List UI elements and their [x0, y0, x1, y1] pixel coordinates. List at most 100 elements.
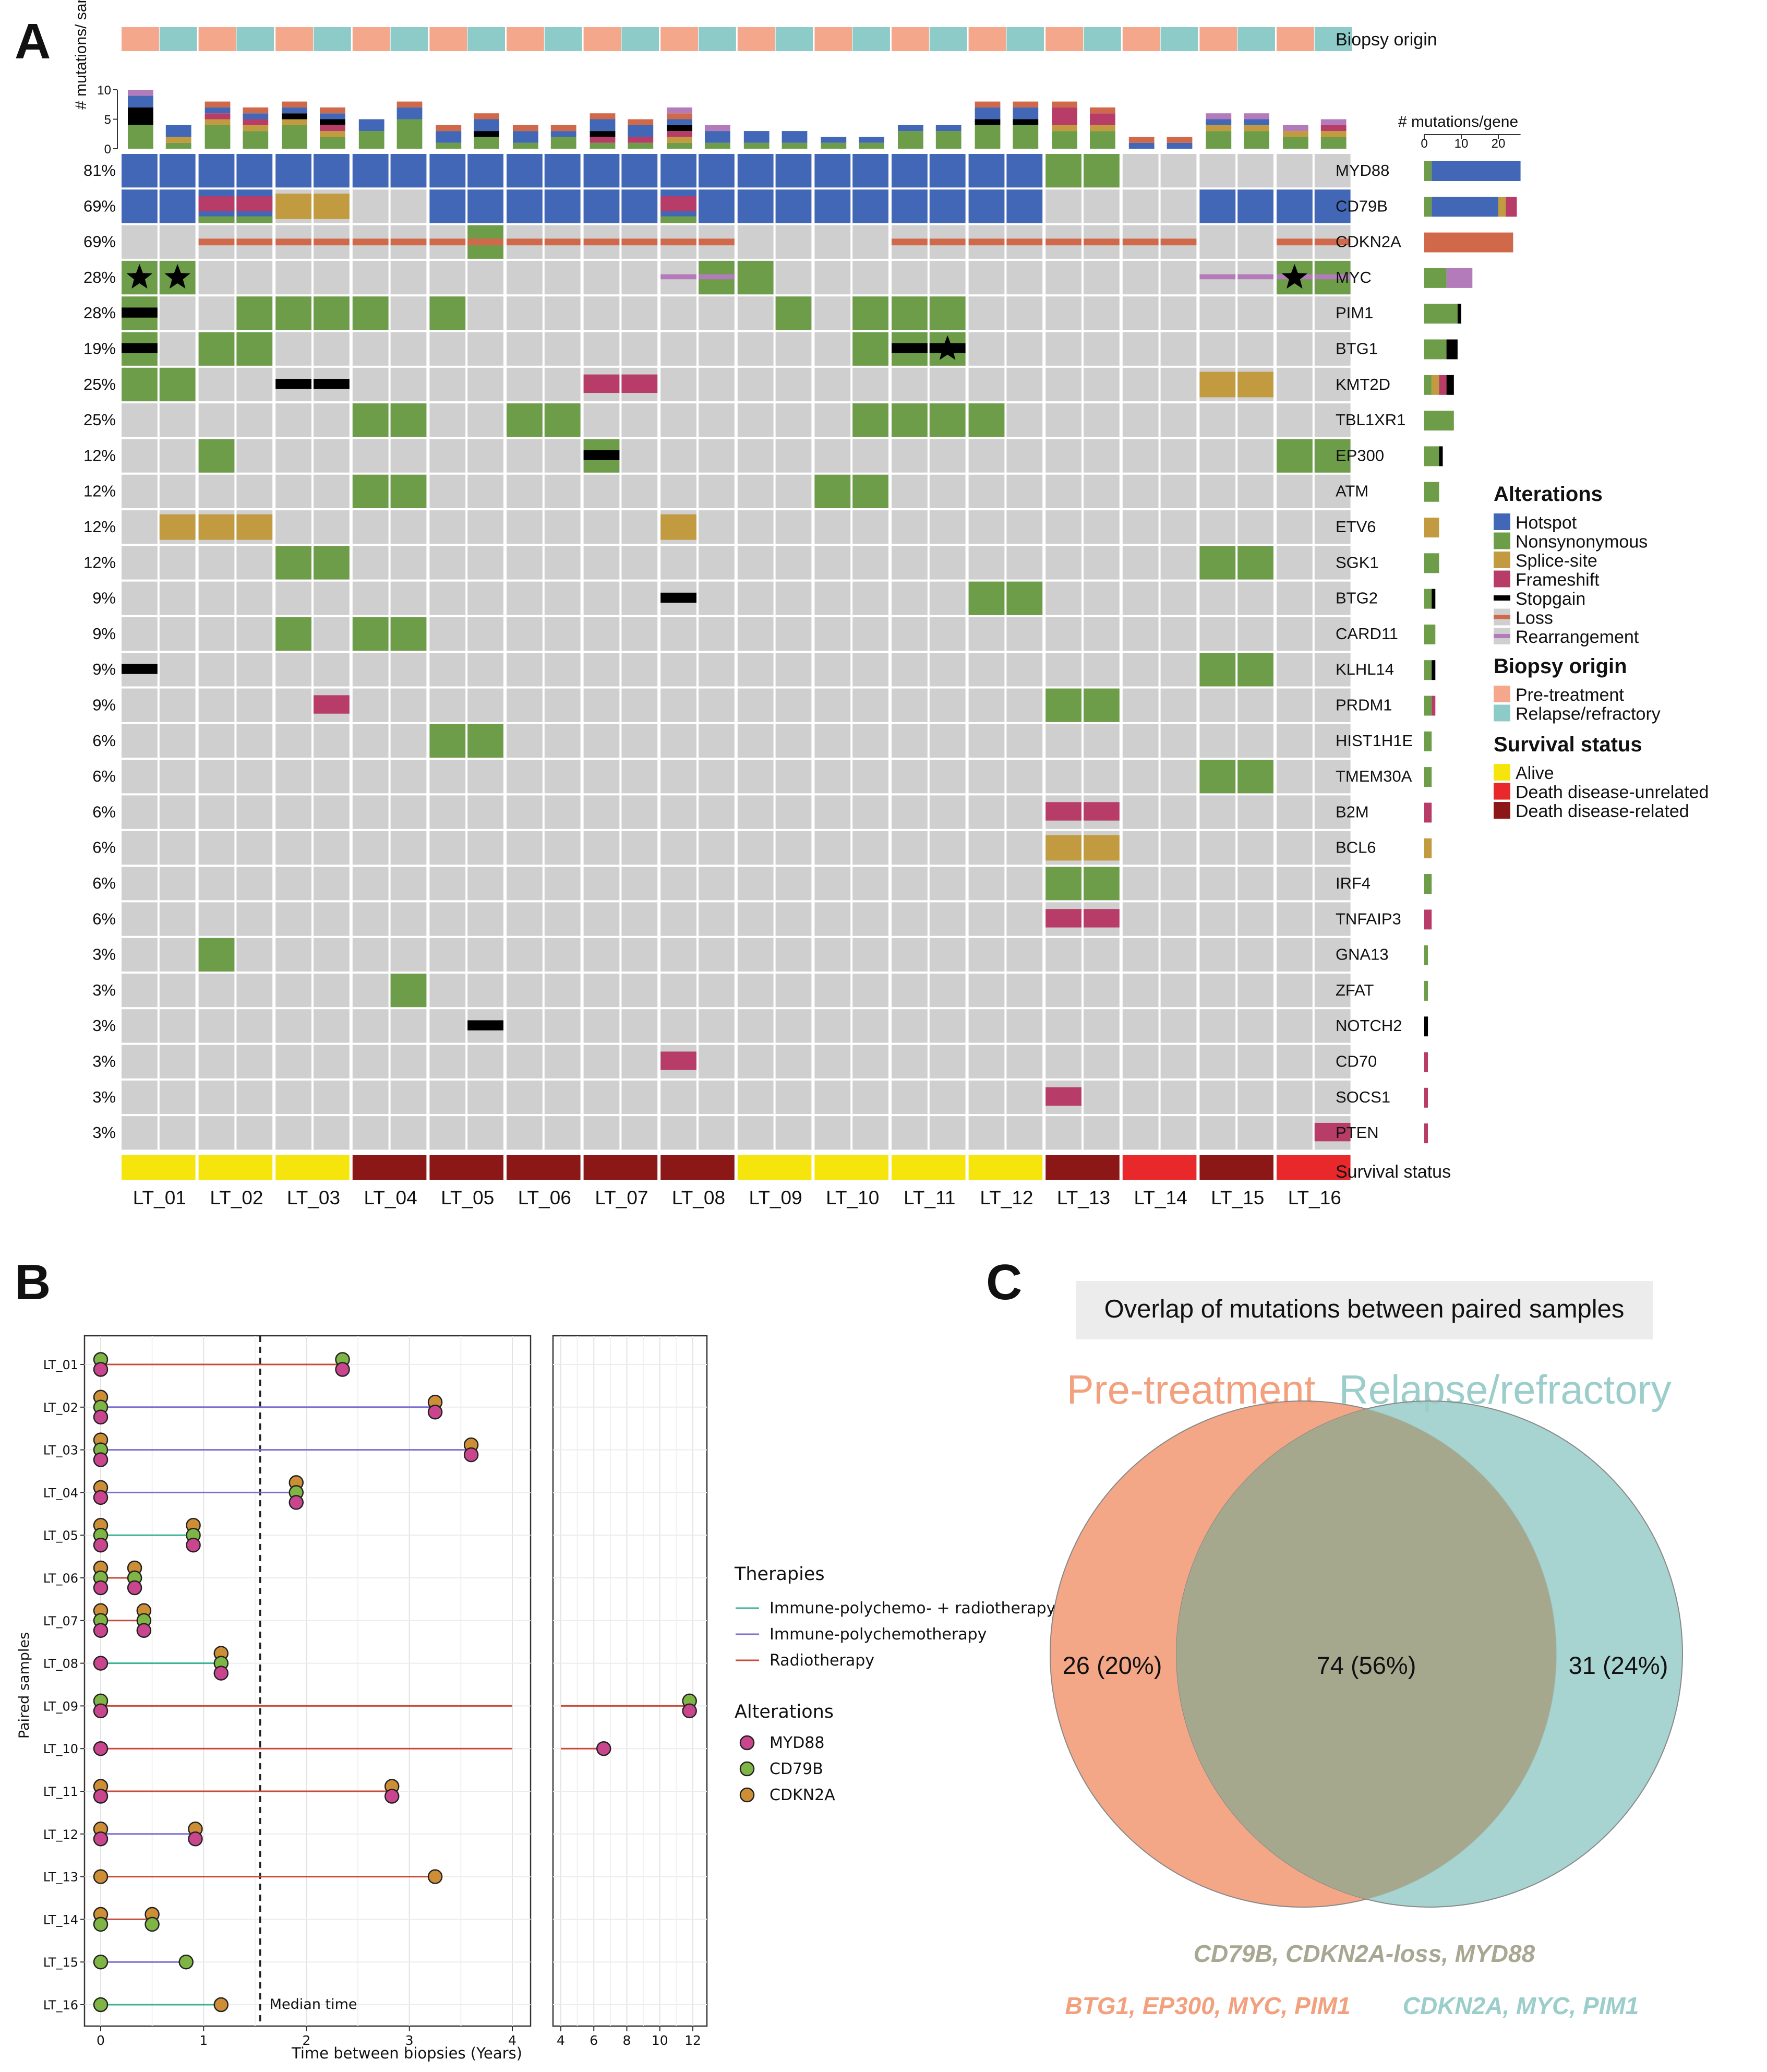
grid-cell: [814, 581, 851, 615]
origin-cell-11: [544, 27, 582, 51]
legend-alteration-label: CD79B: [770, 1760, 823, 1778]
cell-hotspot: [122, 154, 158, 188]
grid-cell: [159, 581, 196, 615]
alteration-dot-CD79B: [93, 1997, 109, 2013]
grid-cell: [122, 973, 158, 1008]
top-axis-label: # mutations/ sample: [73, 0, 90, 110]
grid-cell: [660, 938, 696, 972]
grid-cell: [1314, 1009, 1351, 1043]
sample-bar-segment: [243, 125, 269, 131]
grid-cell: [660, 546, 696, 580]
gene-percent: 25%: [83, 411, 116, 429]
grid-cell: [390, 1009, 427, 1043]
grid-cell: [275, 760, 311, 794]
grid-cell: [390, 439, 427, 473]
grid-cell: [275, 653, 311, 687]
grid-cell: [1084, 760, 1120, 794]
grid-cell: [236, 867, 273, 901]
grid-cell: [621, 902, 658, 936]
grid-cell: [1045, 403, 1081, 437]
sample-bar-segment: [513, 125, 538, 131]
grid-cell: [236, 653, 273, 687]
legend-swatch: [1494, 513, 1510, 530]
alteration-dot-MYD88: [93, 1741, 109, 1756]
grid-cell: [236, 902, 273, 936]
sample-bar-segment: [128, 95, 153, 107]
grid-cell: [159, 795, 196, 829]
grid-cell: [814, 688, 851, 722]
grid-cell: [968, 653, 1005, 687]
grid-cell: [1199, 1080, 1236, 1115]
gene-label: ETV6: [1336, 518, 1376, 536]
grid-cell: [314, 1080, 350, 1115]
venn-left-only: 26 (20%): [1063, 1651, 1162, 1679]
grid-cell: [583, 831, 620, 865]
sample-bar-segment: [243, 131, 269, 149]
grid-cell: [198, 973, 235, 1008]
grid-cell: [275, 260, 311, 295]
gene-bar-segment: [1424, 624, 1436, 644]
cell-nonsynonymous: [275, 546, 311, 580]
gene-bar-segment: [1498, 197, 1506, 217]
grid-cell: [814, 724, 851, 758]
grid-cell: [544, 902, 581, 936]
sample-label: LT_05: [43, 1528, 78, 1543]
gene-percent: 12%: [83, 518, 116, 536]
grid-cell: [1277, 760, 1313, 794]
sample-bar-segment: [474, 131, 499, 137]
grid-cell: [236, 724, 273, 758]
grid-cell: [1006, 1080, 1043, 1115]
legend-title-origin: Biopsy origin: [1494, 655, 1627, 678]
grid-cell: [544, 867, 581, 901]
legend-swatch: [1494, 570, 1510, 588]
legend-label: Loss: [1516, 608, 1553, 628]
grid-cell: [122, 617, 158, 651]
grid-cell: [814, 296, 851, 330]
sample-bar-segment: [898, 125, 923, 131]
grid-cell: [1045, 439, 1081, 473]
grid-cell: [1199, 296, 1236, 330]
grid-cell: [1237, 724, 1273, 758]
grid-cell: [583, 902, 620, 936]
cell-nonsynonymous: [1084, 688, 1120, 722]
legend-title-alterations: Alterations: [1494, 483, 1603, 506]
grid-cell: [1277, 296, 1313, 330]
legend-alteration-label: CDKN2A: [770, 1786, 835, 1804]
cell-rearrangement: [660, 274, 696, 280]
grid-cell: [1199, 795, 1236, 829]
grid-cell: [892, 510, 928, 544]
cell-loss: [968, 238, 1005, 246]
grid-cell: [621, 867, 658, 901]
grid-cell: [737, 617, 774, 651]
cell-stopgain: [314, 379, 350, 389]
sample-bar-segment: [667, 107, 692, 114]
grid-cell: [968, 902, 1005, 936]
cell-loss: [507, 238, 543, 246]
sample-bar-segment: [975, 107, 1001, 119]
sample-bar-segment: [128, 90, 153, 96]
grid-cell: [621, 1116, 658, 1150]
grid-cell: [1237, 867, 1273, 901]
mutations-per-gene-bars: 0 10 20: [1421, 134, 1521, 1144]
grid-cell: [1160, 831, 1197, 865]
grid-cell: [1314, 296, 1351, 330]
legend-label: Hotspot: [1516, 513, 1577, 533]
grid-cell: [352, 902, 389, 936]
cell-loss: [275, 238, 311, 246]
cell-hotspot: [929, 189, 966, 223]
grid-cell: [814, 617, 851, 651]
cell-stopgain: [467, 1020, 503, 1031]
grid-cell: [737, 760, 774, 794]
sample-bar-segment: [436, 125, 462, 131]
grid-cell: [699, 1080, 735, 1115]
grid-cell: [737, 867, 774, 901]
cell-hotspot: [892, 189, 928, 223]
grid-cell: [1122, 1009, 1159, 1043]
grid-cell: [1160, 296, 1197, 330]
grid-cell: [507, 546, 543, 580]
gene-bar-segment: [1446, 375, 1454, 395]
cell-nonsynonymous: [1199, 760, 1236, 794]
cell-hotspot: [429, 189, 466, 223]
grid-cell: [198, 1045, 235, 1079]
legend-swatch: [1494, 686, 1510, 702]
